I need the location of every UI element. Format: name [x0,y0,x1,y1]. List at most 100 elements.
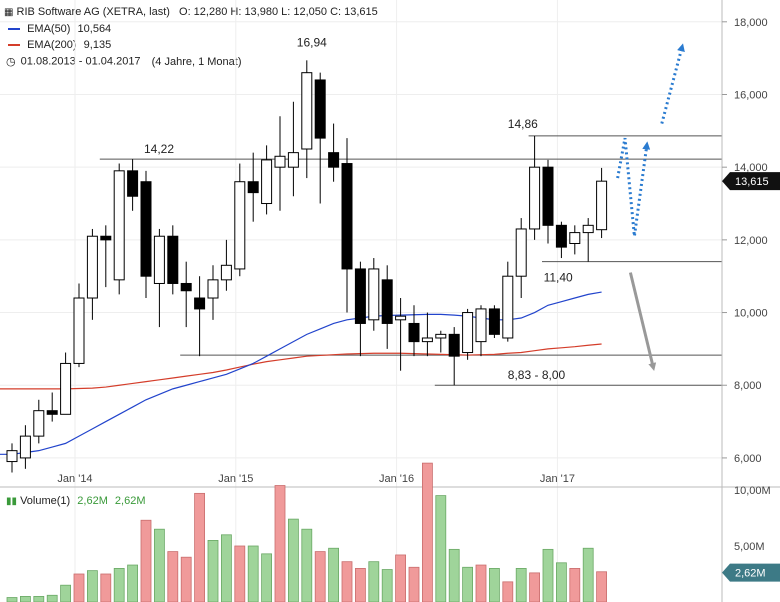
candle-body [194,297,206,310]
instrument-title: RIB Software AG (XETRA, last) [16,6,170,19]
volume-bar [529,572,540,602]
candle-body [33,410,45,437]
volume-bar [475,564,487,602]
candle-body [354,268,366,324]
time-tick-label: Jan '14 [57,473,92,485]
candle-body [287,152,299,168]
volume-bar [341,561,353,602]
volume-bar [435,495,447,602]
candle-body [569,232,581,244]
volume-bar [180,556,192,602]
volume-last-badge [722,563,780,582]
ema50-legend: EMA(50) 10,564 [0,23,111,35]
candle-body [448,333,460,357]
ema50-line [0,291,602,455]
volume-bar [368,561,380,602]
volume-bar [127,564,138,602]
chart-header: ▦ RIB Software AG (XETRA, last) O: 12,28… [0,6,378,18]
last-price-badge [722,172,780,191]
volume-bar [301,528,313,602]
candlesticks [6,60,608,473]
candle-body [86,235,98,299]
volume-bar [234,545,246,602]
price-tick-label: 12,000 [734,235,768,247]
candle-body [301,72,313,150]
volume-last-label: 2,62M [735,568,766,580]
price-tick-label: 6,000 [734,453,762,465]
volume-bar [194,492,206,602]
forecast-arrows [616,43,685,371]
volume-bar [153,528,165,602]
range-note: (4 Jahre, 1 Monat) [151,55,242,68]
candle-body [19,435,31,459]
candle-body [395,315,407,321]
candle-body [234,181,246,270]
volume-label: Volume(1) [20,495,71,507]
candle-body [408,322,420,343]
candle-body [6,450,18,463]
ema200-legend: EMA(200) 9,135 [0,39,111,51]
volume-bar [100,573,112,602]
candle-body [475,308,487,343]
time-tick-label: Jan '16 [379,473,414,485]
candle-body [341,163,353,270]
volume-bar [6,597,18,602]
price-tick-label: 18,000 [734,17,768,29]
support-resistance-levels: 14,22 14,86 11,40 8,83 - 8,00 16,94 [99,35,722,386]
candle-body [127,170,139,197]
level-label: 14,86 [508,117,538,131]
volume-bar [556,562,567,602]
date-range: 01.08.2013 - 01.04.2017 [20,55,141,68]
candle-body [73,297,85,364]
volume-bar [421,462,433,602]
candle-body [180,282,192,292]
candle-body [368,268,380,321]
volume-bar [33,596,45,602]
candle-body [100,235,112,241]
volume-header: ▮▮ Volume(1) 2,62M 2,62M [6,495,146,507]
candle-body [113,170,125,281]
ema200-value: 9,135 [83,39,112,52]
forecast-down-arrow [628,272,657,371]
forecast-up-path [616,137,651,237]
time-tick-label: Jan '17 [540,473,575,485]
level-label: 14,22 [144,142,174,156]
level-label: 11,40 [544,271,573,285]
ohlc-values: O: 12,280 H: 13,980 L: 12,050 C: 13,615 [179,6,378,19]
candle-body [140,181,152,277]
ema200-swatch [8,44,20,47]
volume-bar [542,548,554,602]
volume-panel: 5,00M 10,00M 2,62M [6,462,780,602]
volume-bar [207,540,219,602]
candle-body [596,180,608,231]
volume-bar [247,545,259,602]
volume-bar [220,534,232,602]
volume-tick-label: 5,00M [734,541,765,553]
volume-bar [582,547,594,602]
candle-body [582,224,594,234]
ema50-swatch [8,28,20,31]
candle-body [502,275,514,339]
candle-body [60,362,72,415]
volume-bar [314,551,326,602]
forecast-up-arrow [660,43,685,124]
volume-bar [140,519,152,602]
volume-bar [60,584,71,602]
volume-bar [462,566,474,602]
volume-bar [354,568,366,602]
volume-value-1: 2,62M [77,495,108,507]
volume-bar [515,568,527,602]
volume-bar [19,596,31,602]
volume-value-2: 2,62M [114,495,146,507]
candle-body [421,337,433,343]
candle-body [274,155,286,168]
volume-bar [569,568,581,602]
volume-bar [167,551,179,602]
candle-body [220,264,232,281]
volume-bar [381,569,393,602]
ema200-line [0,343,602,390]
candle-body [153,235,165,284]
candle-body [46,410,58,415]
